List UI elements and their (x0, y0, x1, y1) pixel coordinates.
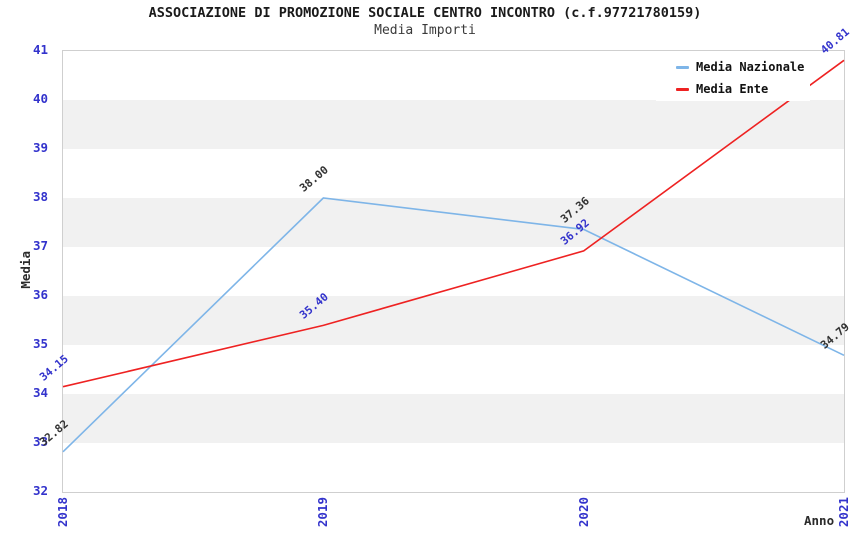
y-tick-label: 38 (32, 189, 48, 204)
y-tick-label: 33 (32, 434, 48, 449)
line-series-svg (62, 59, 845, 453)
chart-subtitle: Media Importi (374, 23, 476, 38)
y-tick-label: 37 (32, 238, 48, 253)
y-tick-label: 40 (32, 91, 48, 106)
y-tick-label: 34 (32, 385, 48, 400)
y-tick-label: 35 (32, 336, 48, 351)
x-tick-label: 2019 (315, 497, 331, 528)
y-tick-label: 32 (32, 483, 48, 498)
y-tick-label: 41 (32, 42, 48, 57)
chart-title: ASSOCIAZIONE DI PROMOZIONE SOCIALE CENTR… (148, 5, 702, 21)
plot-area (62, 50, 845, 493)
series-line (62, 197, 845, 453)
legend-item-media-ente: Media Ente (656, 81, 810, 97)
series-line (62, 59, 845, 388)
legend-item-media-nazionale: Media Nazionale (656, 59, 810, 75)
y-tick-label: 36 (32, 287, 48, 302)
x-axis-title: Anno (804, 513, 835, 528)
legend-label: Media Nazionale (696, 60, 805, 74)
legend: Media Nazionale Media Ente (656, 55, 810, 101)
y-axis-title: Media (18, 251, 33, 289)
legend-line-swatch-red-icon (676, 87, 689, 91)
x-tick-label: 2020 (575, 497, 591, 528)
y-tick-label: 39 (32, 140, 48, 155)
legend-line-swatch-blue-icon (676, 65, 689, 69)
x-tick-label: 2018 (55, 497, 70, 528)
legend-label: Media Ente (696, 82, 769, 96)
x-tick-label: 2021 (836, 497, 850, 528)
